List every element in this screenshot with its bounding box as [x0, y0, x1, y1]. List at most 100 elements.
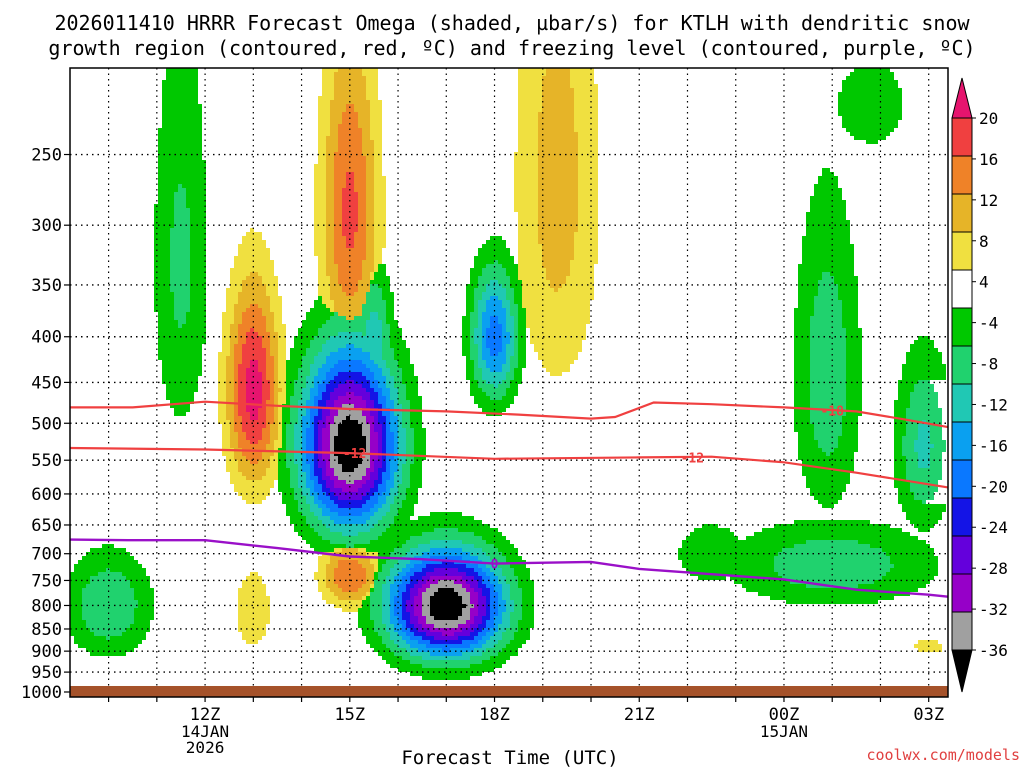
omega-cell	[298, 468, 302, 472]
omega-cell	[334, 76, 366, 80]
omega-cell	[794, 316, 810, 320]
omega-cell	[158, 196, 174, 200]
omega-cell	[822, 504, 834, 508]
omega-cell	[302, 364, 310, 368]
omega-cell	[846, 408, 862, 412]
omega-cell	[374, 240, 386, 244]
omega-cell	[478, 252, 510, 256]
omega-cell	[474, 604, 478, 608]
omega-cell	[498, 260, 514, 264]
omega-cell	[314, 176, 326, 180]
omega-cell	[510, 584, 518, 588]
colorbar-box	[951, 193, 973, 233]
omega-cell	[306, 412, 310, 416]
omega-cell	[230, 336, 238, 340]
omega-cell	[514, 288, 522, 292]
omega-cell	[286, 444, 294, 448]
omega-cell	[162, 84, 198, 88]
omega-cell	[370, 368, 382, 372]
omega-cell	[234, 264, 274, 268]
omega-cell	[314, 336, 330, 340]
omega-cell	[334, 448, 366, 452]
omega-cell	[326, 584, 338, 588]
omega-cell	[886, 552, 934, 556]
omega-cell	[426, 632, 442, 636]
omega-cell	[326, 568, 334, 572]
omega-cell	[374, 268, 378, 272]
omega-cell	[502, 620, 510, 624]
omega-cell	[494, 644, 506, 648]
omega-cell	[190, 228, 206, 232]
omega-cell	[374, 564, 378, 568]
omega-cell	[318, 156, 326, 160]
omega-cell	[486, 540, 510, 544]
omega-cell	[434, 624, 458, 628]
omega-cell	[322, 84, 334, 88]
omega-cell	[370, 356, 382, 360]
omega-cell	[846, 384, 862, 388]
omega-cell	[270, 424, 278, 428]
omega-cell	[302, 460, 306, 464]
omega-cell	[334, 376, 366, 380]
omega-cell	[810, 488, 846, 492]
omega-cell	[370, 112, 382, 116]
omega-cell	[322, 468, 326, 472]
omega-cell	[230, 472, 242, 476]
omega-cell	[302, 388, 310, 392]
omega-cell	[298, 504, 310, 508]
omega-cell	[366, 176, 374, 180]
omega-cell	[362, 264, 374, 268]
omega-cell	[342, 192, 358, 196]
omega-cell	[238, 328, 250, 332]
omega-cell	[894, 408, 906, 412]
omega-cell	[922, 500, 926, 504]
omega-cell	[162, 88, 198, 92]
omega-cell	[842, 300, 858, 304]
omega-cell	[506, 288, 514, 292]
omega-cell	[510, 640, 526, 644]
omega-cell	[298, 532, 318, 536]
omega-cell	[358, 464, 370, 468]
omega-cell	[522, 288, 554, 292]
omega-cell	[526, 308, 590, 312]
omega-cell	[286, 452, 294, 456]
omega-cell	[374, 460, 382, 464]
omega-cell	[470, 272, 482, 276]
omega-cell	[846, 76, 894, 80]
omega-cell	[898, 500, 922, 504]
omega-cell	[90, 580, 130, 584]
omega-cell	[798, 432, 814, 436]
omega-cell	[506, 628, 518, 632]
omega-cell	[474, 260, 494, 264]
omega-cell	[134, 588, 154, 592]
omega-cell	[506, 308, 510, 312]
omega-cell	[314, 172, 326, 176]
omega-cell	[394, 496, 406, 500]
omega-cell	[102, 544, 114, 548]
omega-cell	[394, 432, 398, 436]
omega-cell	[154, 288, 170, 292]
omega-cell	[326, 208, 334, 212]
omega-cell	[390, 608, 394, 612]
omega-cell	[514, 208, 538, 212]
omega-cell	[502, 588, 510, 592]
omega-cell	[398, 420, 402, 424]
omega-cell	[514, 200, 538, 204]
omega-cell	[402, 368, 414, 372]
colorbar-box	[951, 535, 973, 575]
omega-cell	[282, 444, 286, 448]
omega-cell	[154, 264, 170, 268]
omega-cell	[806, 212, 846, 216]
omega-cell	[394, 516, 410, 520]
omega-cell	[542, 260, 570, 264]
omega-cell	[326, 212, 334, 216]
omega-cell	[314, 376, 326, 380]
omega-cell	[154, 272, 170, 276]
omega-cell	[794, 384, 810, 388]
omega-cell	[322, 440, 330, 444]
omega-cell	[934, 444, 946, 448]
omega-cell	[386, 308, 394, 312]
omega-cell	[358, 200, 366, 204]
omega-cell	[190, 244, 206, 248]
omega-cell	[238, 620, 270, 624]
